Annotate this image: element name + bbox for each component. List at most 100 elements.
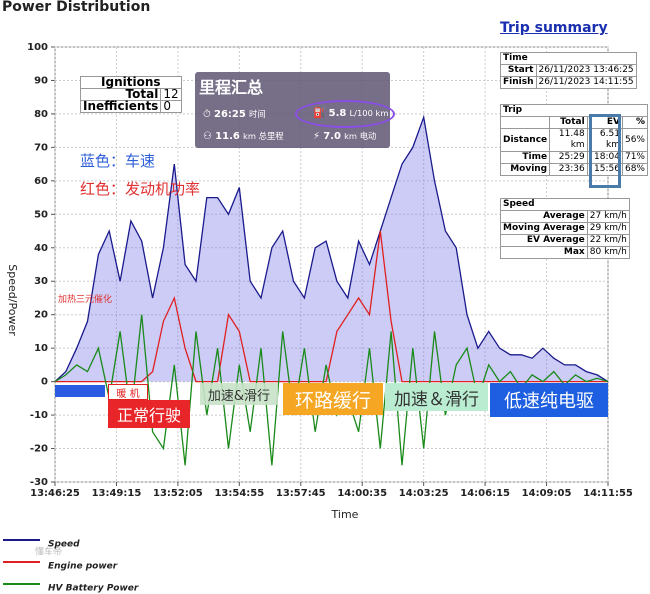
note: 蓝色：车速 <box>80 152 156 170</box>
x-tick-label: 13:49:15 <box>92 488 142 499</box>
cell: EV Average <box>500 234 588 247</box>
row: Finish 26/11/2023 14:11:55 <box>500 76 637 89</box>
cell: 80 km/h <box>586 246 630 259</box>
cell: 29 km/h <box>586 222 630 235</box>
row: Trip <box>500 104 648 117</box>
cell: Max <box>500 246 588 259</box>
y-tick-label: -30 <box>30 477 48 488</box>
cell: 26/11/2023 14:11:55 <box>535 76 637 89</box>
y-tick-label: 70 <box>34 142 48 153</box>
y-tick-label: 10 <box>34 343 48 354</box>
cell: Time <box>500 52 637 65</box>
row: Moving Average 29 km/h <box>500 222 630 235</box>
ev-highlight <box>589 114 621 188</box>
cell: Total <box>549 116 588 129</box>
y-tick-label: 0 <box>41 377 48 388</box>
cell: Start <box>500 64 537 77</box>
chart-title: Power Distribution <box>2 0 150 15</box>
speed-table: Speed Average 27 km/h Moving Average 29 km/h… <box>500 198 630 259</box>
card-label: km 电动 <box>344 131 377 141</box>
series-line <box>54 114 609 383</box>
row: Total EV% <box>499 116 649 129</box>
watermark: 懂车帝 <box>35 546 62 558</box>
ignitions-table: Ignitions Total 12 Inefficients 0 <box>79 76 182 113</box>
cell: Time <box>499 151 551 164</box>
row: Average 27 km/h <box>500 210 630 223</box>
cell: Moving <box>499 163 551 176</box>
phase-label: 正常行驶 <box>108 400 190 428</box>
y-tick-label: 90 <box>34 75 48 86</box>
cell: Moving Average <box>500 222 588 235</box>
row: Time <box>500 52 637 65</box>
x-tick-label: 13:54:55 <box>214 488 264 499</box>
cell: 15:56 <box>586 163 623 176</box>
highlight-ellipse <box>295 100 395 128</box>
row: Speed <box>500 198 630 211</box>
summary-card: 里程汇总 ⏱ 26:25 时间 ⛽ 5.8 L/100 km ⚇ 11.6 km… <box>195 72 395 148</box>
legend-label: Engine power <box>48 562 118 572</box>
legend-label: Speed <box>48 540 80 550</box>
series-area <box>55 117 608 382</box>
row: Start 26/11/2023 13:46:25 <box>500 64 637 77</box>
trip-table: Trip Total EV% Distance 11.48 km 6.51 km 56% Ti… <box>499 104 649 176</box>
cell: 23:36 <box>549 163 588 176</box>
phase-box <box>55 385 105 397</box>
y-tick-label: 100 <box>27 42 48 53</box>
row: Max 80 km/h <box>500 246 630 259</box>
cell: Average <box>500 210 588 223</box>
y-tick-label: -20 <box>30 444 48 455</box>
cell: 11.48 km <box>549 128 588 152</box>
row: Distance 11.48 km 6.51 km 56% <box>499 128 649 152</box>
y-tick-label: 40 <box>34 243 48 254</box>
ignitions-title: Ignitions <box>80 76 182 89</box>
y-tick-label: 80 <box>34 109 48 120</box>
x-tick-label: 13:46:25 <box>30 488 80 499</box>
cell: 22 km/h <box>586 234 630 247</box>
x-axis-label: Time <box>331 508 359 521</box>
y-tick-label: 20 <box>34 310 48 321</box>
note: 加热三元催化 <box>58 295 113 305</box>
x-tick-label: 14:00:35 <box>337 488 387 499</box>
cell: % <box>621 116 649 129</box>
cell: Trip <box>500 104 648 117</box>
cell: Speed <box>500 198 630 211</box>
time-table: Time Start 26/11/2023 13:46:25 Finish 26/11/… <box>500 52 637 89</box>
y-tick-label: 30 <box>34 276 48 287</box>
cell: 25:29 <box>549 151 588 164</box>
card-label: 时间 <box>249 109 266 119</box>
legend-label: HV Battery Power <box>48 584 139 594</box>
x-tick-label: 14:11:55 <box>583 488 633 499</box>
phase-label: 加速＆滑行 <box>385 383 488 411</box>
card-value: 26:25 <box>213 109 246 120</box>
note: 红色：发动机功率 <box>80 180 201 198</box>
card-label: km 总里程 <box>243 131 284 141</box>
cell: 0 <box>160 100 182 113</box>
cell <box>499 116 551 129</box>
row: Moving 23:36 15:56 68% <box>499 163 649 176</box>
cell: 56% <box>621 128 649 152</box>
trip-summary-link[interactable]: Trip summary <box>500 20 608 36</box>
phase-label: 环路缓行 <box>283 383 383 415</box>
cell: Distance <box>499 128 551 152</box>
x-tick-label: 13:57:45 <box>276 488 326 499</box>
row: Time 25:29 18:04 71% <box>499 151 649 164</box>
cell: 12 <box>160 88 182 101</box>
cell: Total <box>79 88 162 101</box>
card-title: 里程汇总 <box>199 78 264 97</box>
x-tick-label: 14:03:25 <box>399 488 449 499</box>
y-axis-label: Speed/Power <box>6 264 19 336</box>
card-value: 11.6 <box>215 131 240 142</box>
phase-label: 加速&滑行 <box>200 383 278 405</box>
card-value: 7.0 <box>323 131 341 142</box>
phase-label: 低速纯电驱 <box>490 383 608 417</box>
x-tick-label: 14:06:15 <box>460 488 510 499</box>
phase-label: 暖 机 <box>108 384 148 400</box>
x-tick-label: 14:09:05 <box>522 488 572 499</box>
cell: Inefficients <box>79 100 162 113</box>
cell: 26/11/2023 13:46:25 <box>535 64 637 77</box>
cell: 27 km/h <box>586 210 630 223</box>
x-tick-label: 13:52:05 <box>153 488 203 499</box>
row: EV Average 22 km/h <box>500 234 630 247</box>
cell: 68% <box>621 163 649 176</box>
